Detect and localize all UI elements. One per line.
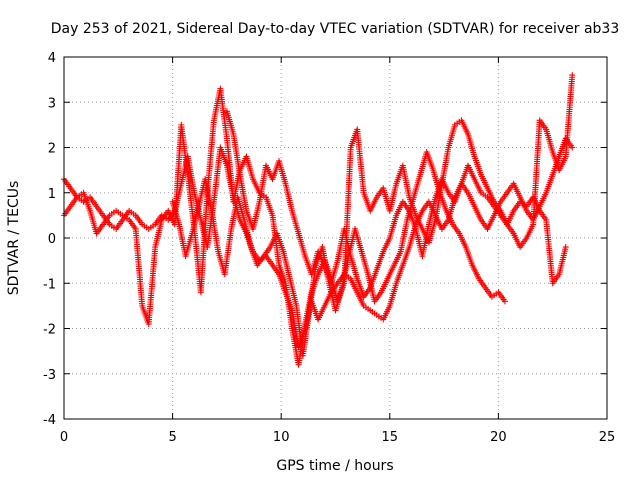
y-tick-label: 0 bbox=[48, 232, 56, 247]
data-point bbox=[569, 72, 576, 79]
series-track-4 bbox=[223, 108, 569, 300]
y-axis-label: SDTVAR / TECUs bbox=[6, 181, 22, 296]
y-tick-label: -4 bbox=[43, 413, 56, 428]
data-points bbox=[61, 72, 576, 368]
y-tick-label: 2 bbox=[48, 142, 56, 157]
y-tick-label: 4 bbox=[48, 51, 56, 66]
x-tick-label: 5 bbox=[168, 430, 176, 445]
y-axis: -4 -3 -2 -1 0 1 2 3 4 bbox=[43, 51, 607, 428]
data-point bbox=[501, 298, 508, 305]
y-tick-label: -3 bbox=[43, 368, 56, 383]
data-point bbox=[569, 144, 576, 151]
x-tick-label: 20 bbox=[490, 430, 507, 445]
series-track-3 bbox=[169, 149, 508, 359]
data-point bbox=[562, 244, 569, 251]
x-axis: 0 5 10 15 20 25 bbox=[60, 57, 615, 445]
series-track-2 bbox=[61, 72, 576, 368]
x-tick-label: 0 bbox=[60, 430, 68, 445]
y-tick-label: 1 bbox=[48, 187, 56, 202]
x-tick-label: 25 bbox=[599, 430, 616, 445]
x-axis-label: GPS time / hours bbox=[276, 458, 393, 474]
x-tick-label: 15 bbox=[382, 430, 399, 445]
y-tick-label: -2 bbox=[43, 323, 56, 338]
x-tick-label: 10 bbox=[273, 430, 290, 445]
chart-title: Day 253 of 2021, Sidereal Day-to-day VTE… bbox=[51, 21, 620, 37]
y-tick-label: 3 bbox=[48, 96, 56, 111]
y-tick-label: -1 bbox=[43, 277, 56, 292]
